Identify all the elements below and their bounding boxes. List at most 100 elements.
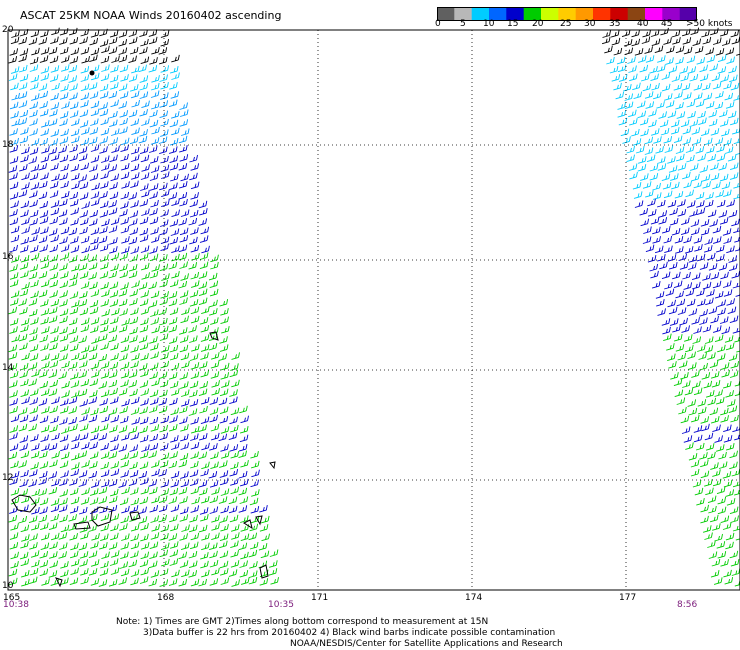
wind-barb — [28, 37, 38, 46]
wind-barb — [141, 100, 150, 109]
wind-barb — [60, 451, 70, 460]
wind-barb — [69, 56, 79, 64]
wind-barb — [119, 117, 128, 126]
wind-barb — [249, 561, 258, 569]
wind-barb — [40, 343, 49, 351]
wind-barb — [717, 551, 727, 559]
wind-barb — [10, 111, 19, 119]
wind-barb — [160, 533, 169, 541]
wind-barb — [706, 146, 715, 154]
wind-barb — [719, 173, 729, 182]
wind-barb — [682, 271, 691, 280]
wind-barb — [128, 192, 138, 200]
wind-barb — [228, 432, 238, 441]
wind-barb — [220, 577, 230, 585]
wind-barb — [725, 541, 734, 550]
wind-barb — [239, 426, 249, 434]
wind-barb — [110, 263, 119, 272]
wind-barb — [48, 487, 58, 495]
wind-barb — [687, 351, 696, 360]
wind-barb — [633, 91, 643, 100]
wind-barb — [168, 99, 178, 108]
colorbar-swatch — [489, 7, 507, 21]
wind-barb — [189, 154, 198, 163]
wind-barb — [140, 487, 150, 495]
wind-barb — [129, 46, 139, 55]
wind-barb — [719, 316, 729, 324]
wind-barb — [100, 479, 110, 488]
wind-barb — [161, 199, 170, 208]
wind-barb — [683, 334, 693, 342]
wind-barb — [19, 488, 29, 497]
wind-barb — [149, 433, 159, 442]
wind-barb — [694, 92, 703, 101]
wind-barb — [141, 444, 150, 452]
wind-barb — [209, 299, 218, 308]
wind-barb — [628, 65, 637, 73]
wind-barb — [650, 270, 659, 279]
wind-barb — [69, 92, 78, 101]
wind-barb — [119, 91, 129, 99]
colorbar-swatch — [523, 7, 542, 21]
wind-barb — [735, 536, 740, 541]
wind-barb — [70, 218, 79, 226]
wind-barb — [99, 423, 109, 432]
wind-barb — [10, 137, 19, 146]
wind-barb — [690, 468, 700, 477]
wind-barb — [652, 91, 662, 100]
wind-barb — [190, 442, 200, 450]
wind-barb — [40, 47, 50, 55]
wind-barb — [703, 92, 713, 101]
lat-lon-grid — [8, 30, 740, 590]
wind-barb — [708, 551, 718, 559]
wind-barb — [139, 29, 148, 38]
wind-barb — [719, 109, 728, 118]
wind-barb — [624, 47, 634, 56]
wind-barb — [674, 236, 684, 244]
wind-barb — [219, 568, 229, 576]
wind-barb — [200, 325, 210, 333]
wind-barb — [159, 227, 168, 236]
wind-barb — [9, 272, 19, 280]
wind-barb — [734, 237, 740, 243]
wind-barb — [61, 101, 70, 109]
wind-barb — [159, 460, 169, 468]
wind-barb — [188, 217, 198, 226]
colorbar-label: 45 — [661, 19, 673, 29]
wind-barb — [50, 504, 60, 513]
wind-barb — [118, 577, 128, 585]
wind-barb — [9, 279, 19, 288]
wind-barb — [50, 299, 60, 307]
wind-barb — [148, 560, 158, 569]
wind-barb — [728, 263, 738, 272]
wind-barb — [725, 443, 735, 451]
wind-barb — [130, 163, 140, 172]
wind-barb — [723, 424, 732, 433]
wind-barb — [40, 522, 49, 531]
wind-barb — [59, 154, 69, 163]
wind-barb — [710, 570, 720, 578]
wind-barb — [11, 118, 20, 127]
wind-barb — [729, 550, 739, 559]
wind-barb — [687, 111, 696, 119]
wind-barb — [238, 487, 248, 496]
wind-barb — [686, 200, 696, 208]
wind-barb — [728, 353, 738, 362]
wind-barb — [50, 326, 59, 334]
wind-barb — [694, 487, 704, 496]
wind-barb — [658, 210, 668, 218]
wind-barb — [9, 145, 19, 153]
wind-barb — [651, 82, 660, 91]
wind-barb — [731, 36, 740, 45]
wind-barb — [239, 434, 249, 443]
wind-barb — [60, 252, 70, 260]
wind-barb — [198, 281, 208, 290]
wind-barb — [712, 236, 722, 244]
wind-barb — [59, 434, 69, 443]
wind-barb — [99, 136, 109, 144]
wind-barb — [667, 110, 677, 119]
wind-barb — [718, 163, 728, 171]
island-outline — [259, 564, 269, 579]
wind-barb — [180, 479, 190, 488]
wind-barb — [696, 498, 705, 506]
